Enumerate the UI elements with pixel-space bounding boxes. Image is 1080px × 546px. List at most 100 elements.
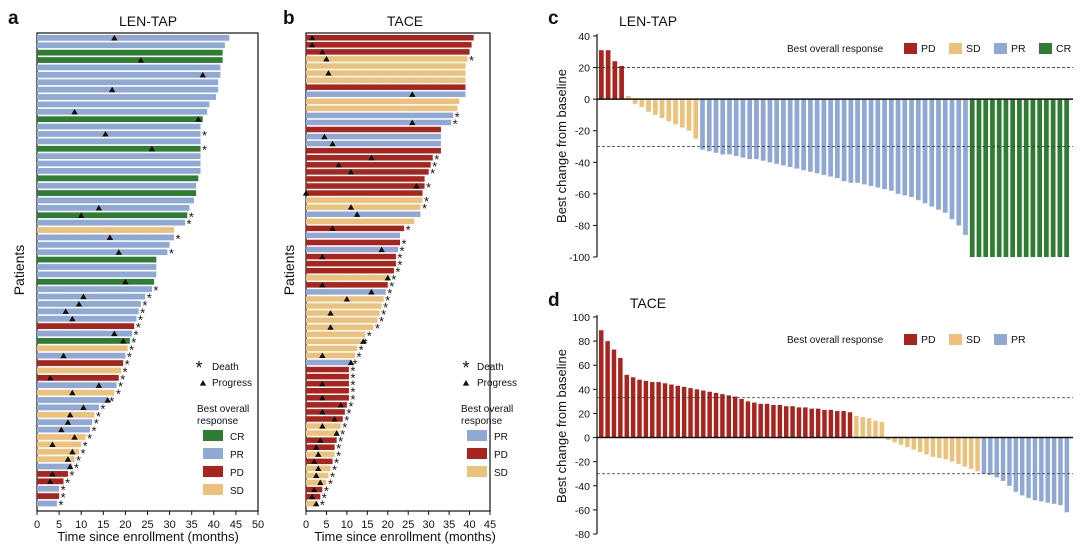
panel-b-death-marker-32: * [397,251,402,266]
panel-b-death-marker-42: * [375,321,380,336]
panel-a-bar-8 [37,86,219,93]
legend-a-label-PR: PR [230,450,244,461]
panel-c-bar-10 [659,99,665,119]
panel-b-bar-11 [306,105,458,112]
panel-d-bar-23 [739,398,744,438]
legend-c-label-PD: PD [921,43,936,55]
panel-d-bar-7 [637,379,642,438]
panel-d-bar-6 [630,377,636,438]
panel-a-bar-63 [37,493,60,499]
panel-c-bar-37 [841,99,847,182]
panel-b-death-marker-56: * [342,420,347,435]
panel-a-death-marker-44: * [127,350,132,365]
panel-d-bar-10 [656,382,661,438]
panel-b-progress-marker-25 [347,204,355,210]
panel-a-bar-46 [37,367,121,374]
panel-d-bar-33 [803,407,808,438]
panel-b-progress-marker-59 [313,444,320,450]
panel-a-progress-marker-47 [47,374,54,381]
panel-b-bar-10 [306,98,460,105]
panel-a-bar-27 [37,227,175,233]
panel-b-bar-12 [306,112,454,119]
panel-a-progress-marker-6 [199,71,206,78]
panel-d-bar-55 [943,437,948,460]
panel-d-bar-4 [618,357,623,438]
panel-b-bar-52 [306,395,349,401]
panel-d-bar-11 [662,383,668,438]
legend-a-title-1: Best overall [197,404,249,415]
panel-a-bar-59 [37,463,73,470]
panel-a-progress-marker-61 [47,478,54,484]
panel-b-death-marker-45: * [359,342,364,357]
panel-c-bar-9 [652,99,658,115]
panel-b-progress-marker-42 [327,324,334,330]
panel-a-progress-marker-58 [64,456,72,462]
panel-a-bar-5 [37,64,221,71]
panel-b-progress-marker-58 [317,437,324,443]
legend-d-swatch-SD [949,334,962,345]
panel-d-bar-61 [981,437,987,474]
panel-d-bar-12 [669,384,674,438]
panel-c-bar-18 [713,99,719,153]
panel-a-progress-marker-44 [60,352,67,359]
panel-b-death-marker-52: * [350,392,355,407]
panel-b-death-marker-49: * [350,371,355,386]
panel-c-bar-11 [666,99,672,122]
panel-b-death-marker-36: * [389,279,394,294]
panel-a-progress-marker-39 [69,315,76,322]
panel-b-death-marker-33: * [397,258,402,273]
legend-c-label-CR: CR [1056,43,1072,55]
panel-c-bar-69 [1057,99,1063,258]
panel-b-bar-35 [306,275,390,281]
panel-a-death-marker-28: * [175,231,180,246]
panel-d-bar-66 [1013,437,1019,492]
panel-a-bar-12 [37,116,203,123]
panel-c-bar-30 [794,99,800,169]
panel-d-ylabel: Best change from baseline [554,349,569,503]
panel-c-ytick-label--100: -100 [569,252,590,264]
panel-d-bar-42 [860,417,865,438]
panel-a-progress-marker-38 [62,308,69,314]
panel-b-progress-marker-67 [313,500,320,507]
panel-b-death-marker-65: * [324,484,329,499]
panel-c-bar-44 [888,99,894,191]
panel-b-death-marker-44: * [363,335,368,350]
panel-d-bar-25 [752,402,757,438]
panel-a-bar-2 [37,42,225,49]
panel-d-bar-47 [892,437,897,443]
panel-d-bar-36 [822,409,827,438]
panel-b-bar-34 [306,267,394,274]
panel-a-progress-marker-8 [108,86,116,93]
panel-b-progress-marker-63 [313,472,320,479]
panel-b-progress-marker-31 [378,246,385,253]
panel-d-bar-30 [783,406,789,438]
panel-c-bar-57 [976,99,982,258]
panel-d-bar-3 [611,349,617,438]
panel-b-xtick-label-40: 40 [463,519,475,531]
panel-a-death-marker-52: * [96,409,101,424]
panel-a-death-marker-43: * [129,342,134,357]
panel-c-bar-35 [828,99,833,177]
panel-c-bar-67 [1044,99,1049,258]
panel-a-progress-marker-36 [80,293,87,300]
panel-c-ytick-label--20: -20 [575,126,590,138]
panel-b-bar-26 [306,211,421,217]
panel-b-death-marker-31: * [399,244,404,259]
panel-a-progress-marker-54 [58,426,65,433]
panel-c-bar-28 [781,99,786,166]
panel-c-bar-24 [754,99,759,160]
panel-b-progress-marker-15 [321,133,328,140]
panel-a-progress-marker-50 [104,397,111,403]
panel-c-title: LEN-TAP [619,13,677,29]
panel-c-bar-21 [733,99,739,156]
panel-a-progress-marker-52 [66,411,74,418]
panel-b-bar-46 [306,352,356,359]
panel-b-bar-61 [306,458,333,465]
panel-a-xtick-label-15: 15 [97,519,109,531]
panel-a-death-marker-42: * [131,335,136,350]
legend-a-death-label: Death [212,362,239,373]
legend-a-swatch-CR [203,430,223,441]
panel-d-bar-69 [1032,437,1038,501]
panel-b-xtick-label-45: 45 [484,519,496,531]
panel-b-progress-marker-61 [310,458,318,464]
